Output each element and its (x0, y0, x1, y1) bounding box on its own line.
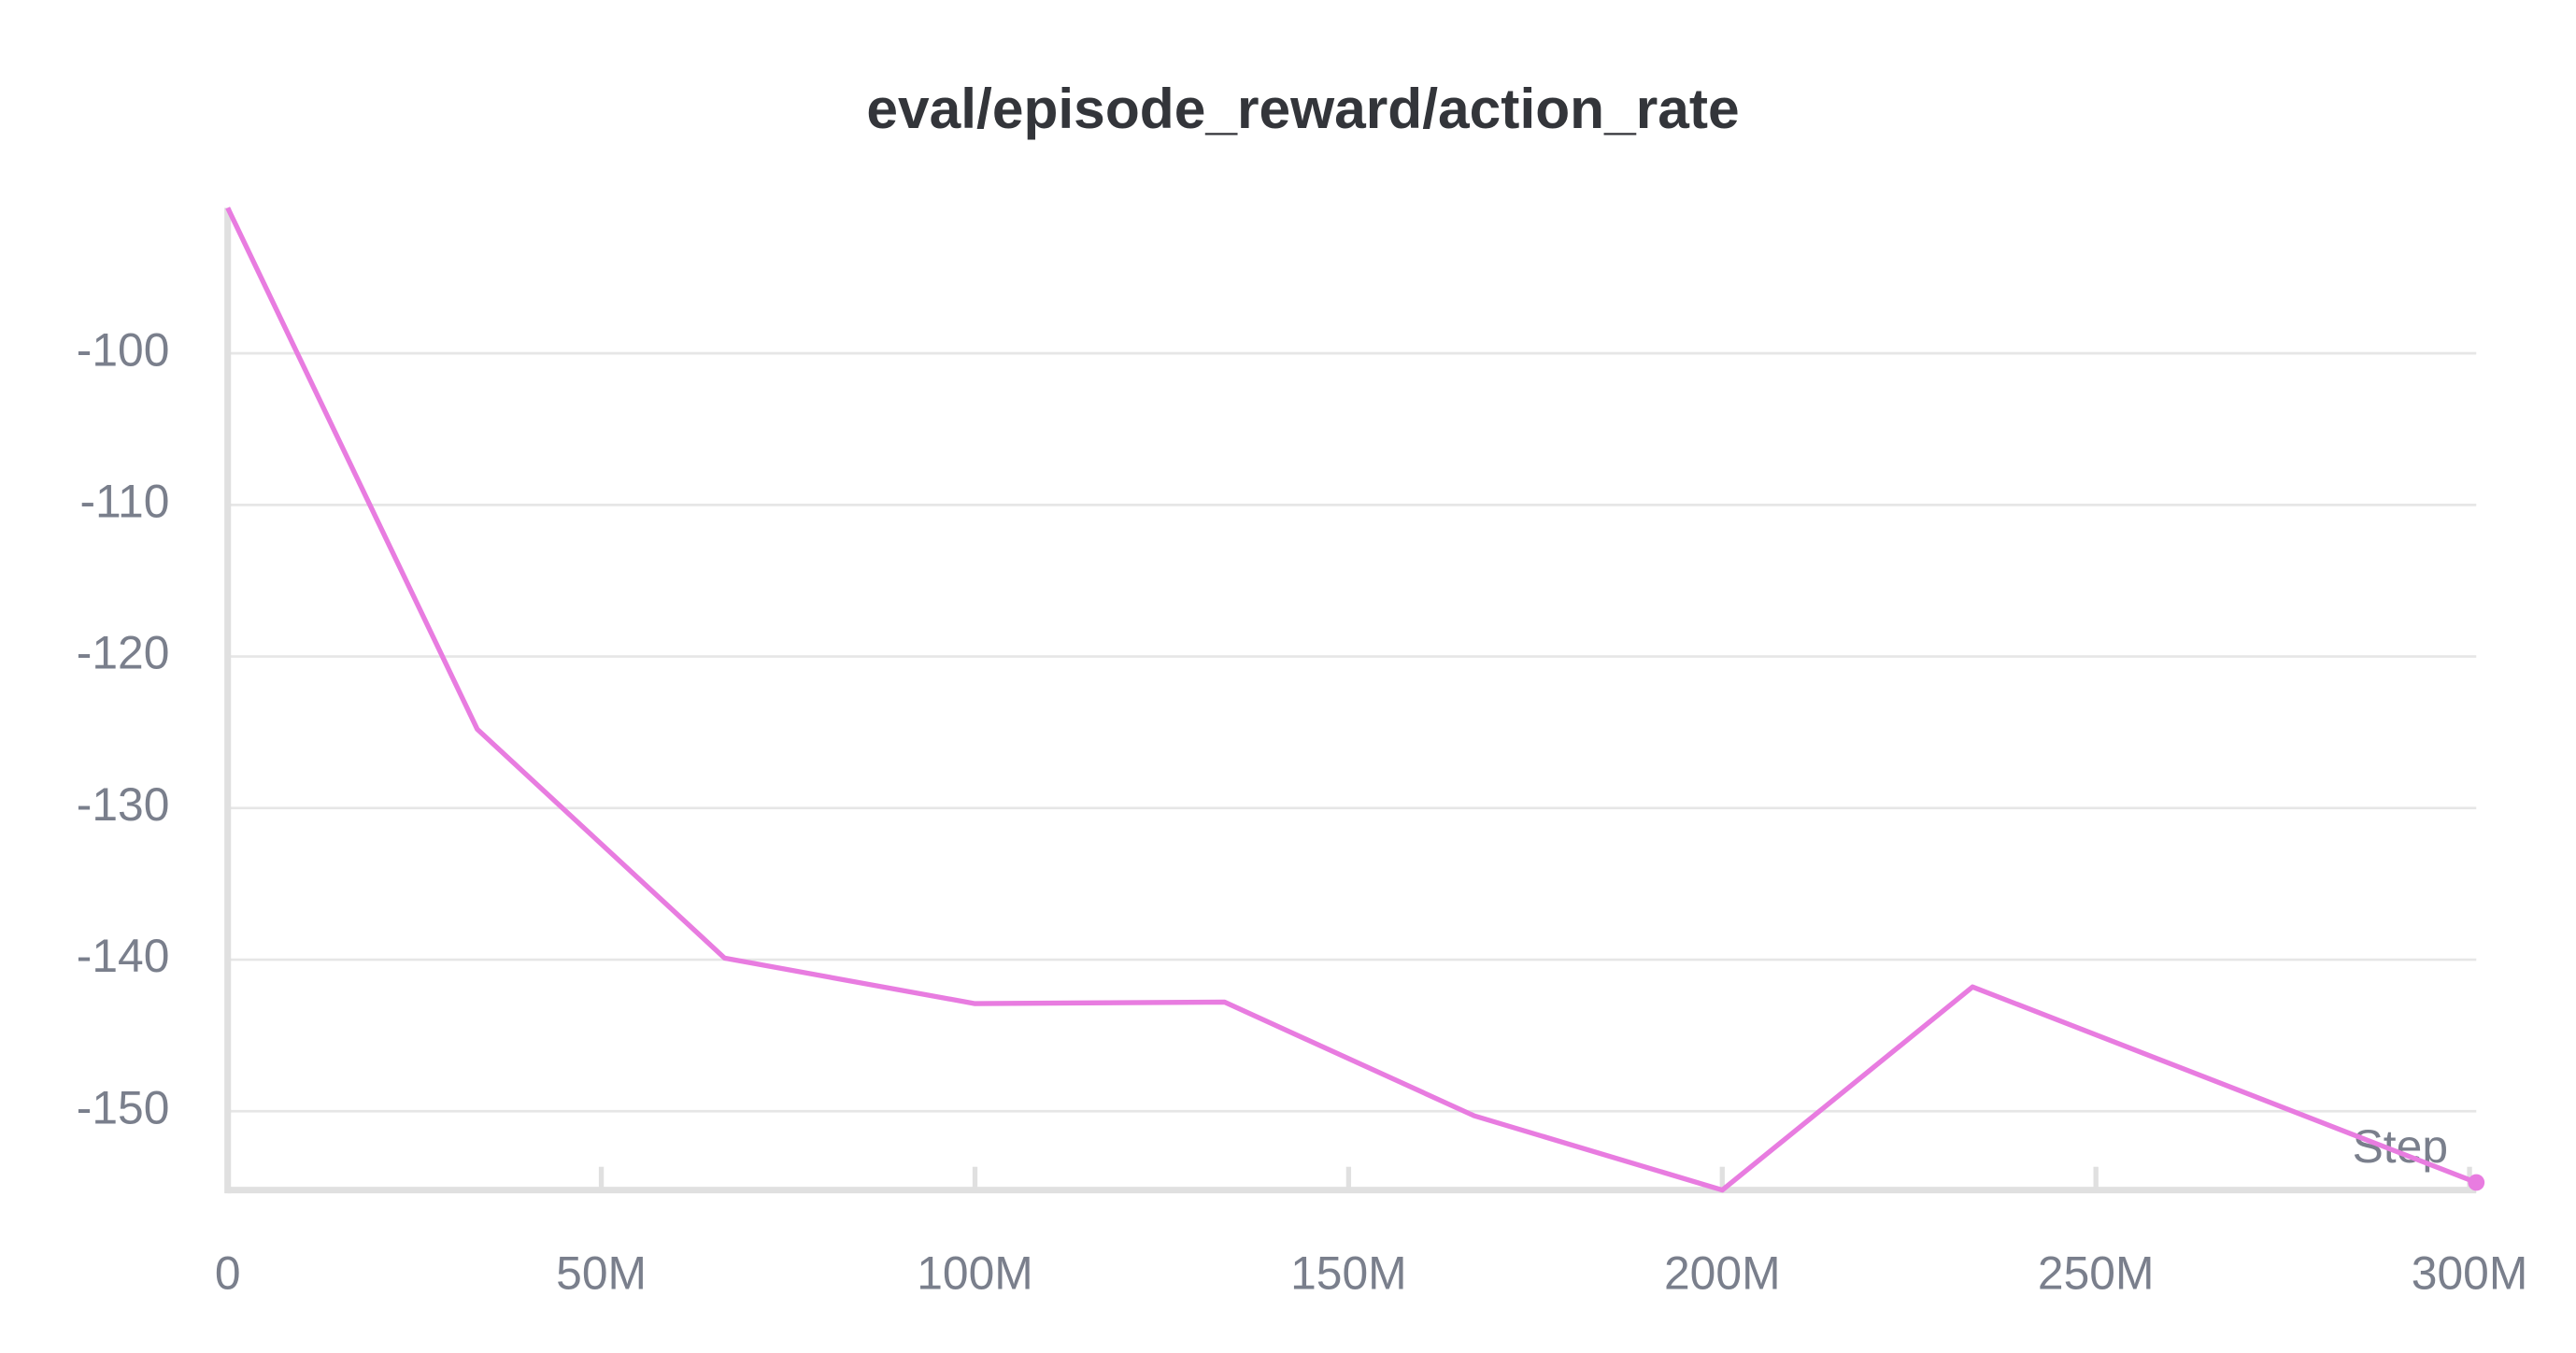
y-tick-label: -120 (77, 627, 170, 679)
y-tick-label: -100 (77, 323, 170, 376)
x-tick-label: 300M (2412, 1246, 2528, 1299)
x-tick-label: 100M (917, 1246, 1033, 1299)
last-point (2468, 1174, 2485, 1191)
x-tick-label: 250M (2038, 1246, 2155, 1299)
y-tick-label: -130 (77, 778, 170, 831)
y-tick-label: -150 (77, 1081, 170, 1133)
chart-title: eval/episode_reward/action_rate (866, 77, 1739, 140)
y-tick-label: -110 (79, 476, 169, 528)
x-tick-label: 50M (556, 1246, 647, 1299)
x-tick-label: 200M (1664, 1246, 1781, 1299)
x-tick-label: 150M (1290, 1246, 1407, 1299)
y-tick-label: -140 (77, 930, 170, 982)
series-line (225, 207, 2478, 1193)
x-tick-label: 0 (215, 1246, 241, 1299)
